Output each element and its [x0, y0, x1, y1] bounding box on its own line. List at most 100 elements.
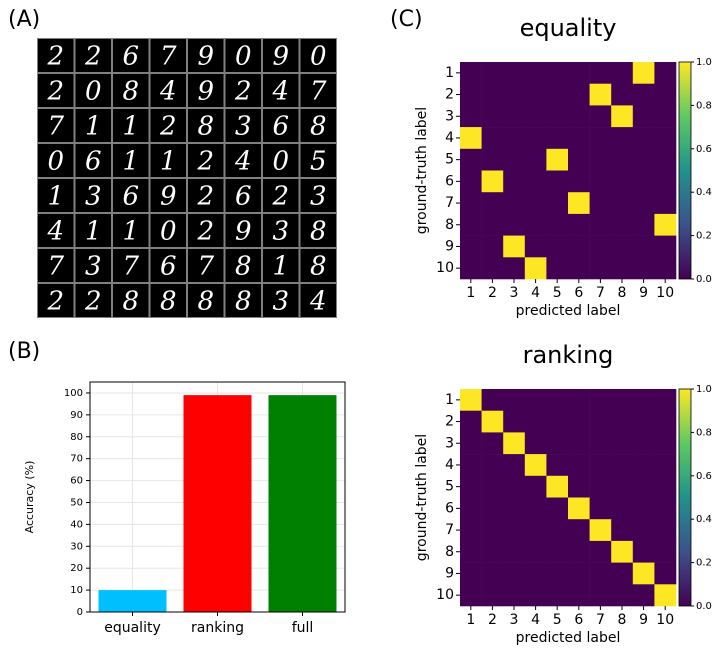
heatmap-cell [568, 105, 590, 127]
heatmap-cell [633, 84, 655, 106]
heatmap-cell [590, 149, 612, 171]
digit: 0 [235, 41, 252, 71]
heatmap-cell [590, 476, 612, 498]
heatmap-cell [503, 236, 525, 258]
x-tick-label: 6 [574, 285, 583, 301]
heatmap-cell [654, 519, 676, 541]
x-tick-label: 1 [466, 612, 475, 628]
y-tick-label: 8 [445, 217, 454, 233]
x-tick-label: 3 [510, 285, 519, 301]
heatmap-cell [503, 257, 525, 279]
colorbar-tick-label: 1.0 [696, 57, 712, 68]
y-tick-label: 3 [445, 435, 454, 451]
heatmap-cell [590, 454, 612, 476]
digit: 1 [160, 146, 177, 176]
heatmap-cell [654, 432, 676, 454]
digit: 3 [85, 251, 102, 281]
heatmap-cell [525, 236, 547, 258]
heatmap-cell [568, 257, 590, 279]
heatmap-cell [568, 192, 590, 214]
digit: 8 [310, 111, 327, 141]
heatmap-cell [460, 432, 482, 454]
heatmap-cell [546, 563, 568, 585]
heatmap-cell [460, 519, 482, 541]
heatmap-cell [482, 498, 504, 520]
heatmap-cell [654, 563, 676, 585]
y-tick-label: 7 [445, 522, 454, 538]
heatmap-cell [460, 541, 482, 563]
y-tick-label: 4 [445, 130, 454, 146]
y-tick-label: 70 [70, 454, 83, 465]
digit: 0 [47, 146, 64, 176]
bar [184, 395, 252, 612]
heatmap-cell [611, 236, 633, 258]
heatmap-cell [611, 105, 633, 127]
heatmap-cell [611, 541, 633, 563]
heatmap-cell [503, 411, 525, 433]
heatmap-cell [546, 541, 568, 563]
heatmap-cell [525, 411, 547, 433]
heatmap-cell [568, 62, 590, 84]
heatmap-cell [633, 105, 655, 127]
y-tick-label: 10 [70, 585, 83, 596]
heatmap-cell [611, 476, 633, 498]
heatmap-cell [568, 236, 590, 258]
y-tick-label: 5 [445, 152, 454, 168]
heatmap-cell [611, 127, 633, 149]
heatmap-cell [503, 563, 525, 585]
colorbar-tick-label: 0.2 [696, 231, 712, 242]
digit: 7 [47, 251, 64, 281]
heatmap-cell [633, 584, 655, 606]
heatmap-cell [590, 498, 612, 520]
heatmap-cell [482, 84, 504, 106]
panel-label: (B) [8, 339, 40, 364]
bar [269, 395, 337, 612]
digit: 9 [197, 41, 214, 71]
heatmap-cell [460, 192, 482, 214]
colorbar-tick-label: 0.0 [696, 601, 712, 612]
heatmap-cell [611, 214, 633, 236]
digit: 2 [46, 286, 64, 316]
heatmap-cell [525, 149, 547, 171]
heatmap-cell [546, 84, 568, 106]
heatmap-cell [546, 432, 568, 454]
digit: 3 [310, 181, 327, 211]
y-axis-label: ground-truth label [414, 107, 430, 234]
heatmap-cell [525, 192, 547, 214]
x-tick-label: 10 [656, 612, 674, 628]
heatmap-cell [503, 541, 525, 563]
heatmap-cell [654, 214, 676, 236]
y-tick-label: 2 [445, 414, 454, 430]
heatmap-cell [590, 62, 612, 84]
heatmap-cell [546, 498, 568, 520]
heatmap-cell [546, 519, 568, 541]
heatmap-cell [546, 62, 568, 84]
y-tick-label: 7 [445, 195, 454, 211]
colorbar-tick-label: 0.6 [696, 471, 712, 482]
y-tick-label: 30 [70, 541, 83, 552]
heatmap-cell [525, 454, 547, 476]
heatmap-cell [633, 563, 655, 585]
digit: 0 [310, 41, 327, 71]
digit: 7 [160, 41, 177, 71]
heatmap-cell [503, 476, 525, 498]
y-tick-label: 100 [64, 388, 83, 399]
heatmap-cell [590, 257, 612, 279]
panel-label: (A) [8, 7, 40, 32]
heatmap-cell [611, 563, 633, 585]
x-tick-label: 9 [639, 285, 648, 301]
digit: 2 [46, 76, 64, 106]
heatmap-cell [590, 563, 612, 585]
chart-title: ranking [523, 341, 614, 369]
heatmap-cell [568, 498, 590, 520]
y-axis-label: Accuracy (%) [23, 461, 36, 534]
heatmap-cell [590, 389, 612, 411]
heatmap-cell [503, 214, 525, 236]
digit: 6 [160, 251, 177, 281]
heatmap-cell [654, 257, 676, 279]
digit: 2 [159, 111, 177, 141]
x-tick-label: equality [104, 620, 161, 636]
heatmap-cell [590, 214, 612, 236]
heatmap-cell [654, 584, 676, 606]
heatmap-cell [590, 127, 612, 149]
